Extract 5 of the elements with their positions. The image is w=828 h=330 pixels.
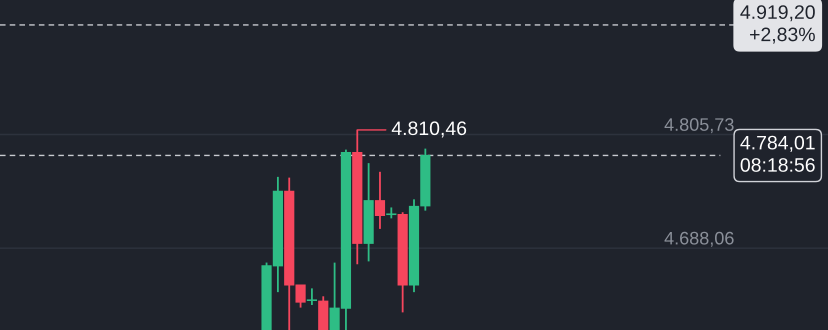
ref-line-label: 4.784,01 08:18:56 bbox=[740, 136, 815, 172]
ref-line-label: 4.919,20 +2,83% bbox=[740, 5, 815, 44]
annotation: 4.810,46 bbox=[392, 121, 466, 138]
y-tick-label: 4.805,73 bbox=[664, 118, 734, 134]
y-tick-label: 4.688,06 bbox=[664, 232, 734, 247]
